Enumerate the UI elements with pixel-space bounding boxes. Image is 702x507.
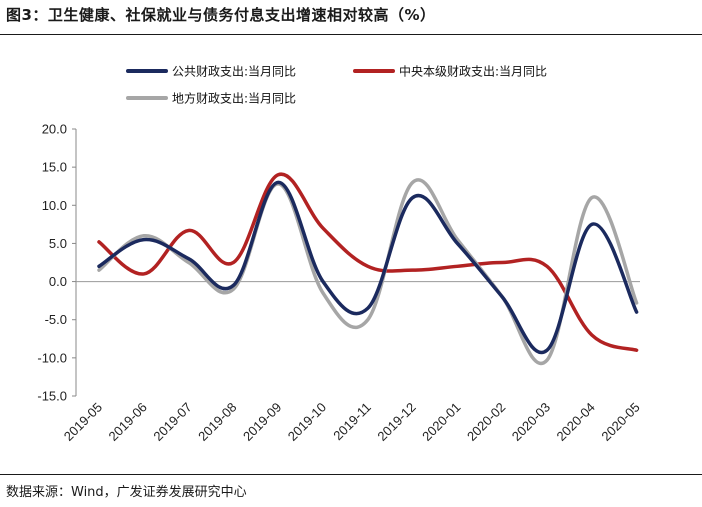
y-tick-label: -5.0 xyxy=(45,312,67,327)
x-axis: 2019-05 2019-06 2019-07 2019-08 2019-09 2019-… xyxy=(61,281,643,444)
source-note: 数据来源：Wind，广发证券发展研究中心 xyxy=(6,485,247,500)
x-tick-label: 2020-02 xyxy=(464,400,508,444)
x-tick-label: 2019-09 xyxy=(240,400,284,444)
x-tick-label: 2019-06 xyxy=(106,400,150,444)
legend-label-1: 中央本级财政支出:当月同比 xyxy=(399,64,547,79)
series-lines xyxy=(97,172,639,365)
x-tick-label: 2020-03 xyxy=(509,400,553,444)
title-divider xyxy=(0,34,702,35)
y-tick-label: 5.0 xyxy=(49,236,67,251)
legend-label-2: 地方财政支出:当月同比 xyxy=(172,91,296,106)
legend-label-0: 公共财政支出:当月同比 xyxy=(172,65,296,79)
series-line-0 xyxy=(97,180,639,355)
y-tick-label: 0.0 xyxy=(49,274,67,289)
y-tick-label: -10.0 xyxy=(37,350,67,365)
x-tick-label: 2019-08 xyxy=(195,400,239,444)
y-axis: 20.0 15.0 10.0 5.0 0.0 -5.0 -10.0 -15.0 xyxy=(37,122,77,404)
y-tick-label: 20.0 xyxy=(42,122,67,137)
y-tick-label: 10.0 xyxy=(42,198,67,213)
chart-title: 图3：卫生健康、社保就业与债务付息支出增速相对较高（%） xyxy=(6,6,436,24)
x-tick-label: 2019-11 xyxy=(330,400,374,444)
x-tick-label: 2019-07 xyxy=(150,400,194,444)
x-tick-label: 2020-04 xyxy=(554,400,598,444)
y-tick-label: -15.0 xyxy=(37,389,67,404)
x-tick-label: 2020-05 xyxy=(598,400,642,444)
y-tick-label: 15.0 xyxy=(42,160,67,175)
series-line-1 xyxy=(97,172,639,352)
x-tick-label: 2019-05 xyxy=(61,400,105,444)
x-tick-label: 2019-12 xyxy=(374,400,418,444)
source-divider xyxy=(0,474,702,475)
x-tick-label: 2019-10 xyxy=(285,400,329,444)
x-tick-label: 2020-01 xyxy=(419,400,463,444)
